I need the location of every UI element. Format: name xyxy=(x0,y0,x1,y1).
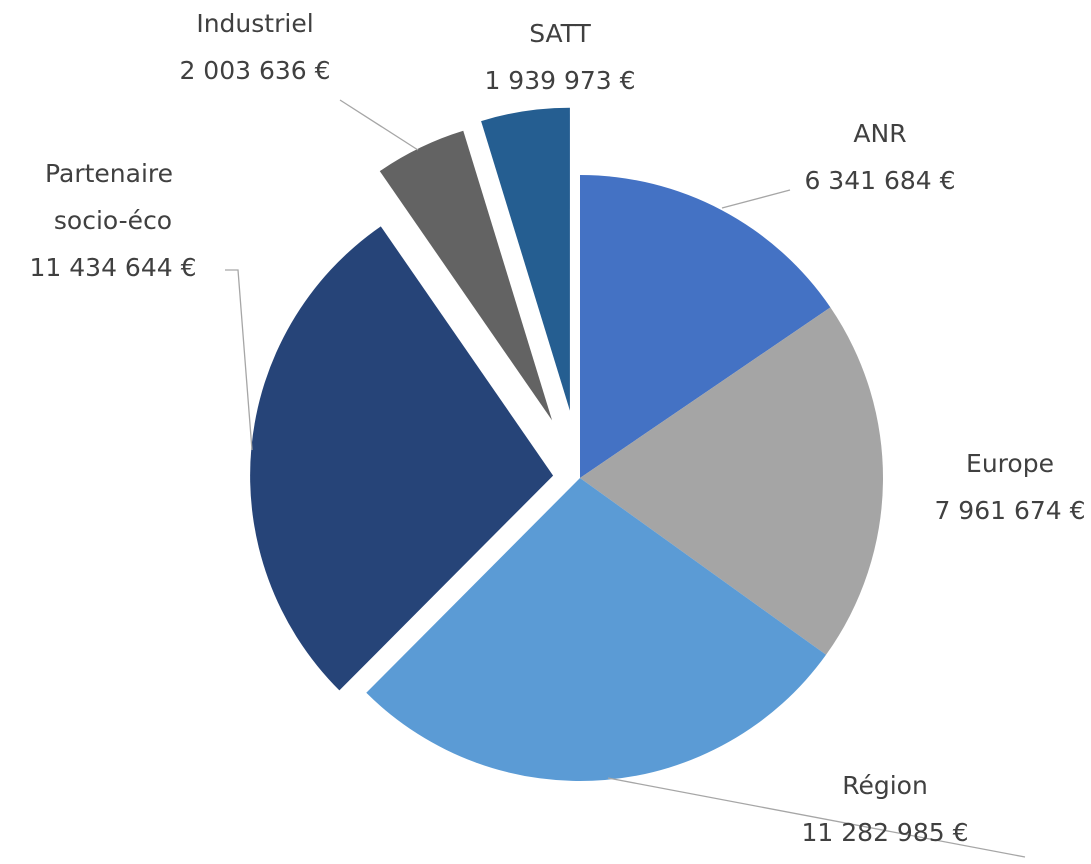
pie-slice xyxy=(481,107,570,411)
leader-line xyxy=(607,777,1026,858)
pie-slice xyxy=(366,478,827,781)
pie-slice xyxy=(580,175,831,478)
slice-label: Industriel xyxy=(196,9,313,38)
leader-line xyxy=(225,269,253,451)
pie-slice xyxy=(580,307,884,655)
value-label: 6 341 684 € xyxy=(804,166,955,195)
value-label: 11 434 644 € xyxy=(30,253,197,282)
value-label: 11 282 985 € xyxy=(802,818,969,847)
value-label: 1 939 973 € xyxy=(484,66,635,95)
slice-label: SATT xyxy=(529,19,591,48)
leader-line xyxy=(721,189,791,209)
leader-line xyxy=(339,99,419,151)
pie-slice xyxy=(250,226,554,691)
pie-slice xyxy=(379,130,553,421)
slice-label: Région xyxy=(842,771,928,800)
slice-label: ANR xyxy=(853,119,906,148)
slice-label: Partenaire socio-éco xyxy=(45,159,181,235)
slice-label: Europe xyxy=(966,449,1054,478)
value-label: 2 003 636 € xyxy=(179,56,330,85)
value-label: 7 961 674 € xyxy=(934,496,1085,525)
